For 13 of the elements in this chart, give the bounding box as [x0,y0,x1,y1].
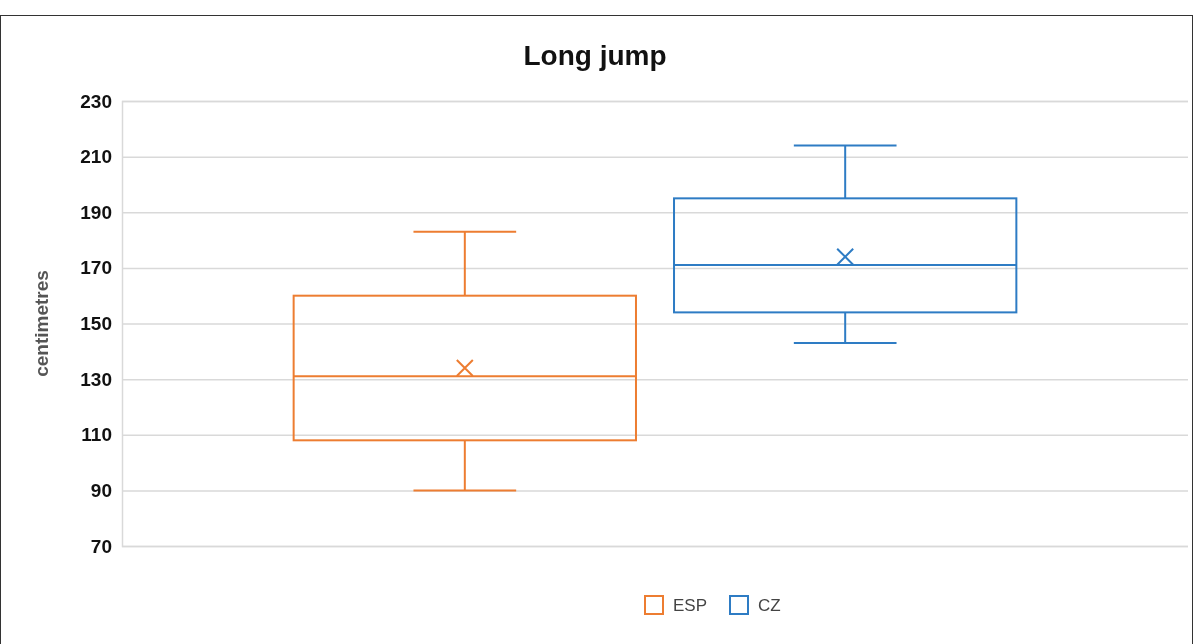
y-tick-label: 130 [80,368,112,390]
legend-label: CZ [758,596,781,615]
y-tick-label: 150 [80,313,112,335]
chart-title: Long jump [523,40,667,71]
y-tick-label: 210 [80,146,112,168]
legend-label: ESP [673,596,708,615]
y-tick-label: 230 [80,90,112,112]
y-tick-label: 90 [90,479,112,501]
y-axis-title: centimetres [31,270,52,377]
y-tick-label: 190 [80,201,112,223]
y-tick-label: 70 [90,535,112,557]
y-tick-label: 110 [81,424,112,446]
y-tick-label: 170 [80,257,112,279]
